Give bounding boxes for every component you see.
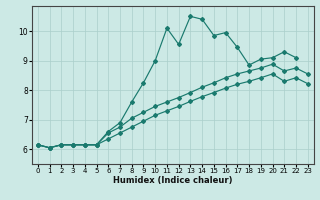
X-axis label: Humidex (Indice chaleur): Humidex (Indice chaleur) (113, 176, 233, 185)
